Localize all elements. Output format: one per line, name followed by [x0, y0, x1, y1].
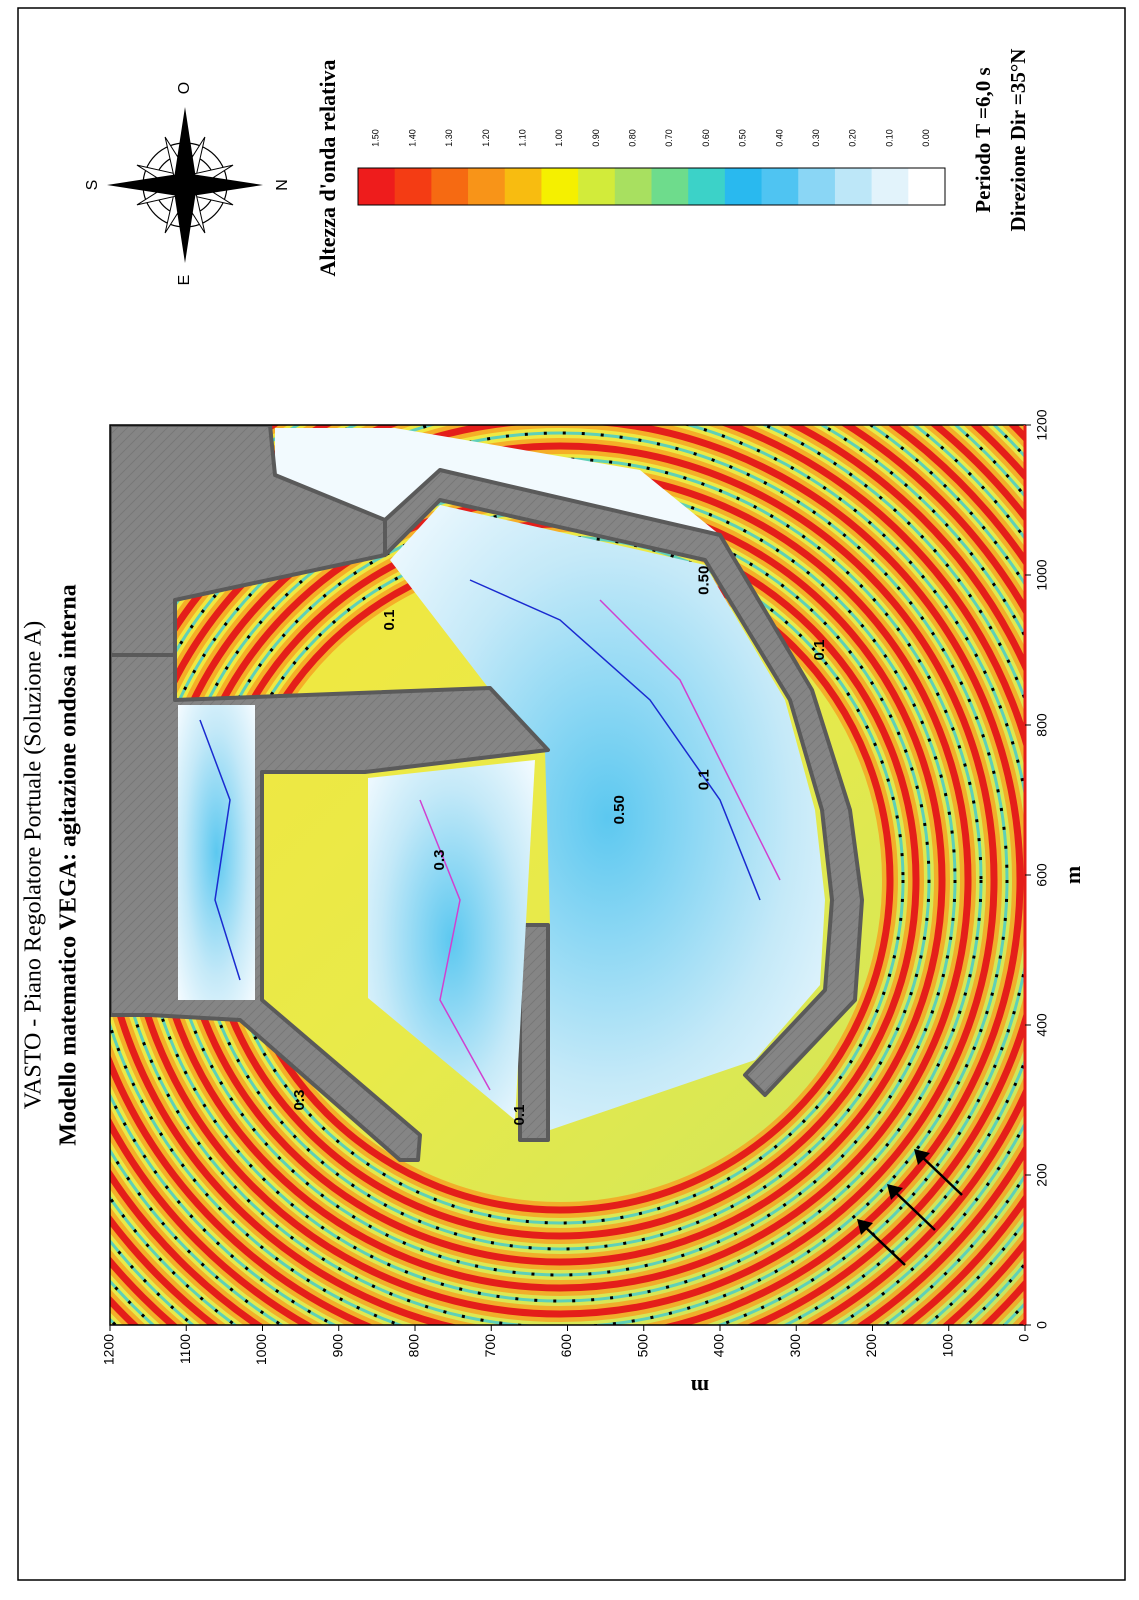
colorbar-label: 0.20	[848, 129, 858, 147]
y-tick-label: 600	[558, 1334, 574, 1358]
colorbar-cell	[431, 168, 468, 205]
colorbar-label: 1.20	[481, 129, 491, 147]
contour-label: 0.1	[811, 640, 828, 661]
y-tick-label: 500	[634, 1334, 650, 1358]
colorbar-label: 0.80	[628, 129, 638, 147]
colorbar-cell	[762, 168, 799, 205]
colorbar-label: 0.30	[811, 129, 821, 147]
y-tick-label: 900	[329, 1334, 345, 1358]
colorbar-cell	[798, 168, 835, 205]
y-tick-label: 800	[406, 1334, 422, 1358]
colorbar-label: 0.90	[591, 129, 601, 147]
x-tick-label: 1200	[1034, 409, 1050, 440]
colorbar-cell	[358, 168, 395, 205]
colorbar-title: Altezza d'onda relativa	[315, 59, 340, 276]
colorbar-label: 1.00	[554, 129, 564, 147]
colorbar-cell	[725, 168, 762, 205]
x-axis-label: m	[1060, 866, 1085, 884]
colorbar-label: 0.70	[664, 129, 674, 147]
contour-label: 0.50	[696, 566, 713, 595]
x-tick-label: 0	[1034, 1321, 1050, 1329]
y-tick-label: 100	[939, 1334, 955, 1358]
colorbar-cell	[908, 168, 945, 205]
contour-label: 0.1	[696, 769, 713, 790]
y-tick-label: 1000	[253, 1334, 269, 1365]
colorbar-label: 1.50	[371, 129, 381, 147]
contour-label: 0.1	[511, 1105, 528, 1126]
period: Periodo T =6,0 s	[971, 67, 995, 212]
x-tick-label: 400	[1034, 1013, 1050, 1037]
colorbar-cell	[395, 168, 432, 205]
y-tick-label: 700	[482, 1334, 498, 1358]
colorbar-label: 0.60	[701, 129, 711, 147]
y-tick-label: 1100	[177, 1334, 193, 1364]
x-tick-label: 200	[1034, 1163, 1050, 1187]
compass-label: N	[274, 179, 291, 191]
compass: O E S N	[84, 82, 291, 286]
colorbar-cell	[652, 168, 689, 205]
figure: 0 200 400 600 800 1000 1200 0 100 200 300 400 500 600…	[0, 0, 1139, 1600]
y-tick-label: 200	[863, 1334, 879, 1358]
x-tick-label: 1000	[1034, 559, 1050, 590]
contour-label: 0.3	[431, 850, 448, 871]
colorbar-label: 0.00	[921, 129, 931, 147]
y-tick-label: 1200	[101, 1334, 117, 1365]
map-field	[0, 121, 1139, 1600]
y-tick-label: 0	[1016, 1334, 1032, 1342]
colorbar-label: 0.10	[884, 129, 894, 147]
colorbar-cell	[541, 168, 578, 205]
colorbar-label: 1.40	[407, 129, 417, 147]
colorbar-cell	[615, 168, 652, 205]
contour-label: 0.3	[291, 1090, 308, 1111]
colorbar-cell	[505, 168, 542, 205]
chart-subtitle: Modello matematico VEGA: agitazione ondo…	[56, 584, 82, 1146]
contour-label: 0.1	[381, 610, 398, 631]
colorbar-cell	[872, 168, 909, 205]
contour-label: 0.50	[611, 795, 628, 824]
compass-label: O	[176, 82, 193, 94]
colorbar-cell	[835, 168, 872, 205]
x-tick-label: 600	[1034, 863, 1050, 887]
compass-point	[107, 173, 185, 197]
basin	[178, 705, 255, 1000]
colorbar-cell	[688, 168, 725, 205]
direction: Direzione Dir =35°N	[1006, 49, 1030, 232]
compass-label: E	[176, 275, 193, 286]
y-axis-label: m	[691, 1375, 709, 1400]
colorbar-label: 1.30	[444, 129, 454, 147]
colorbar-cell	[578, 168, 615, 205]
colorbar-label: 0.50	[738, 129, 748, 147]
y-tick-label: 300	[787, 1334, 803, 1358]
colorbar-cell	[468, 168, 505, 205]
compass-label: S	[84, 180, 101, 191]
colorbar-label: 0.40	[774, 129, 784, 147]
x-tick-label: 800	[1034, 713, 1050, 737]
colorbar-label: 1.10	[517, 129, 527, 147]
y-tick-label: 400	[711, 1334, 727, 1358]
chart-title: VASTO - Piano Regolatore Portuale (Soluz…	[21, 621, 47, 1109]
